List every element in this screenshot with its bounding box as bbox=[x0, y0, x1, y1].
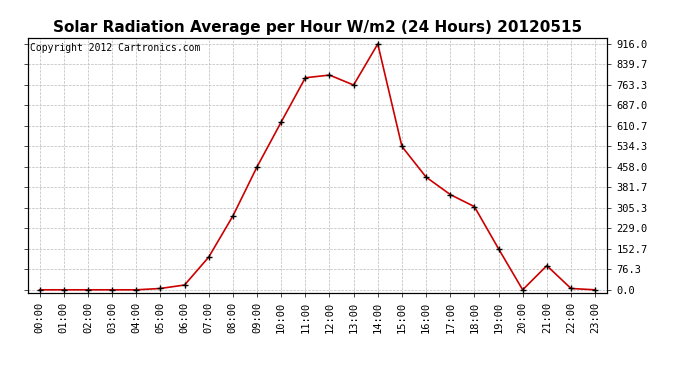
Title: Solar Radiation Average per Hour W/m2 (24 Hours) 20120515: Solar Radiation Average per Hour W/m2 (2… bbox=[53, 20, 582, 35]
Text: Copyright 2012 Cartronics.com: Copyright 2012 Cartronics.com bbox=[30, 43, 201, 52]
